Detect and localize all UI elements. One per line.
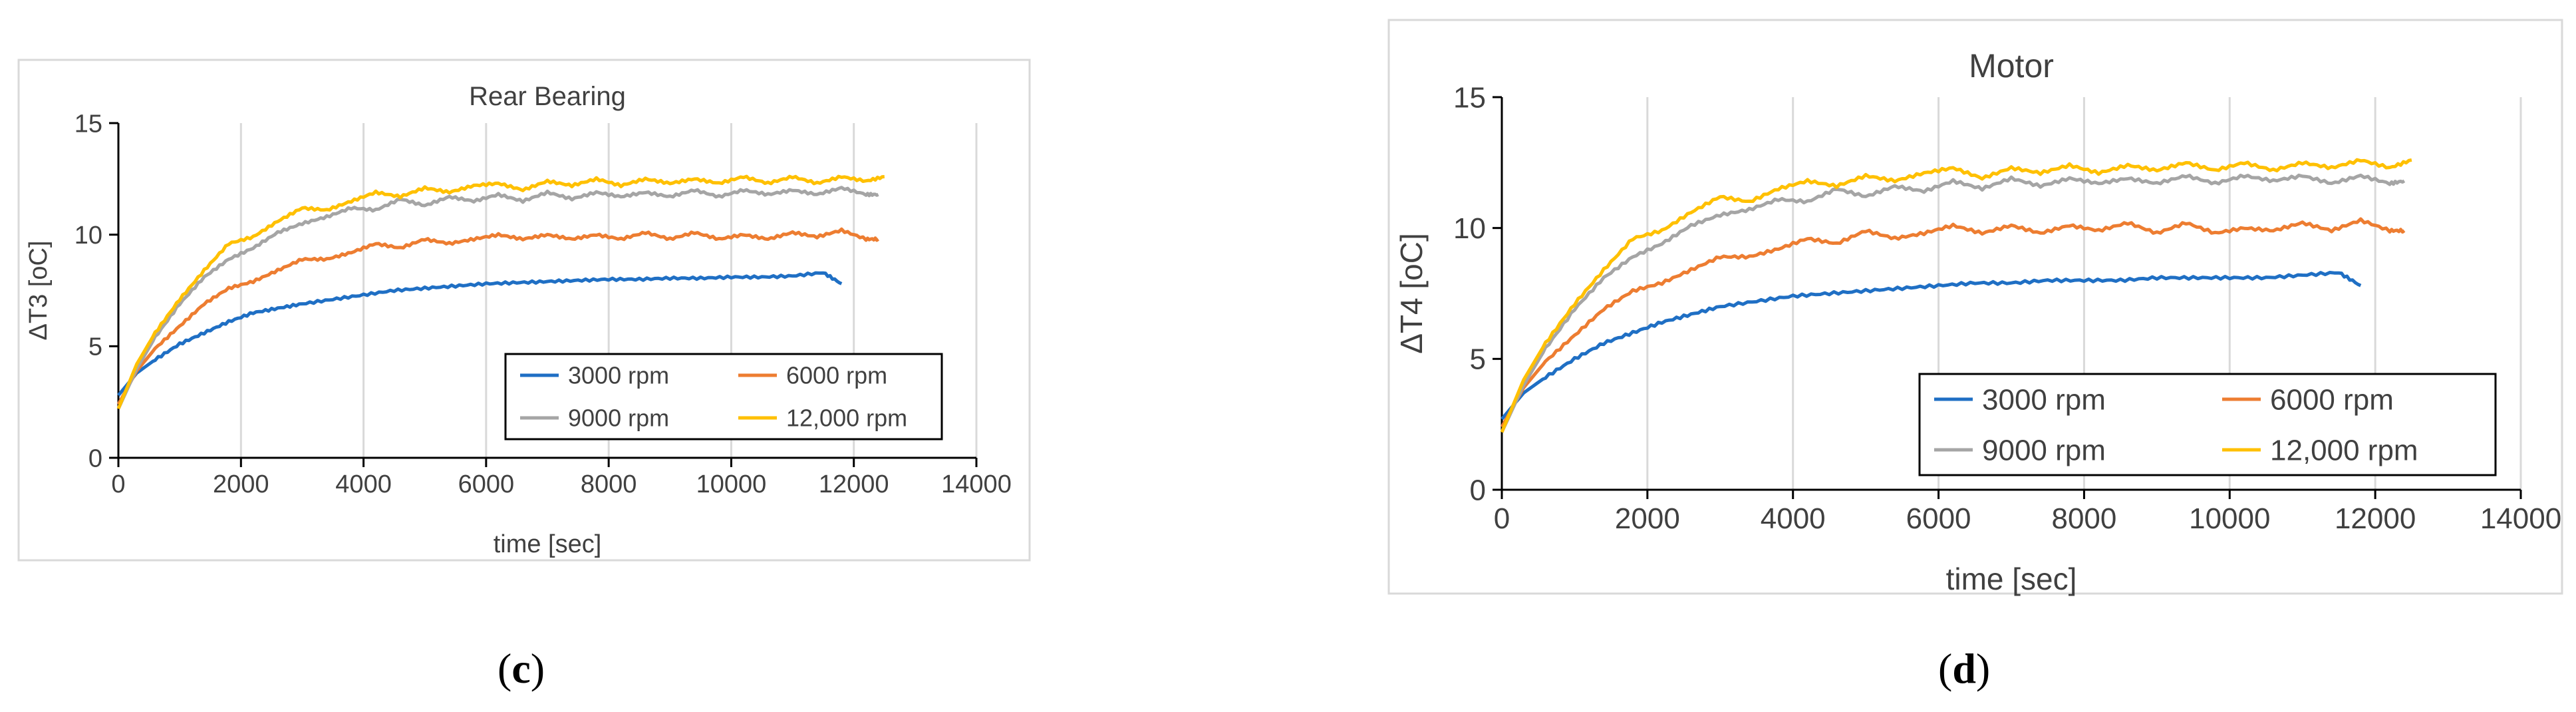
legend-entry: 3000 rpm [1982,383,2106,416]
y-tick-label: 5 [88,333,102,361]
y-tick-label: 0 [88,445,102,472]
series-line-3000rpm [117,271,843,397]
x-tick-label: 8000 [2051,502,2116,535]
legend-box [504,353,943,441]
series-line-9000rpm [116,186,879,410]
x-tick-label: 12000 [2335,502,2416,535]
x-tick-label: 4000 [1761,502,1826,535]
x-tick-label: 14000 [2480,502,2561,535]
x-tick-label: 2000 [1615,502,1680,535]
x-tick-label: 10000 [696,470,767,498]
y-axis-label: ΔT3 [oC] [25,241,53,341]
chart-frame [17,59,1031,562]
panel-label-d-close: ) [1975,645,1991,692]
chart-rear-bearing: Rear Bearing 0 5 10 15 0 2000 4000 6000 8000 10000… [17,59,1031,562]
legend-entry: 9000 rpm [568,405,669,432]
legend-entry: 9000 rpm [1982,434,2106,466]
x-tick-label: 6000 [458,470,515,498]
x-tick-label: 4000 [335,470,392,498]
y-axis-label: ΔT4 [oC] [1394,233,1429,354]
legend-entry: 12,000 rpm [2270,434,2418,466]
x-tick-label: 10000 [2189,502,2270,535]
x-tick-label: 6000 [1906,502,1971,535]
panel-label-d: (d) [1938,644,1990,693]
y-tick-label: 0 [1470,474,1486,506]
legend: 3000 rpm 6000 rpm 9000 rpm 12,000 rpm [504,353,943,441]
series-line-12000rpm [116,174,885,410]
x-tick-label: 14000 [941,470,1012,498]
series-line-3000rpm [1501,271,2362,421]
legend-box [1918,373,2497,476]
chart-frame [1387,19,2563,595]
panel-label-c: (c) [498,644,545,693]
chart-motor: Motor 0 5 10 15 0 2000 4000 6000 8000 10000 12000 14… [1387,19,2563,596]
legend-entry: 3000 rpm [568,362,669,389]
x-tick-label: 8000 [581,470,637,498]
series-line-6000rpm [1500,217,2406,428]
chart-title: Rear Bearing [469,82,626,111]
x-tick-label: 0 [1494,502,1510,535]
legend-entry: 6000 rpm [786,362,887,389]
x-tick-label: 0 [111,470,125,498]
x-tick-label: 2000 [213,470,269,498]
x-axis-label: time [sec] [494,530,602,558]
legend-entry: 12,000 rpm [786,405,907,432]
series-line-9000rpm [1500,173,2406,433]
y-tick-label: 15 [74,110,102,138]
panel-label-c-open: ( [498,645,512,692]
x-tick-label: 12000 [819,470,889,498]
chart-title: Motor [1969,47,2054,85]
panel-label-c-close: ) [530,645,545,692]
panel-label-c-letter: c [511,645,531,692]
panel-label-d-letter: d [1952,645,1976,692]
panel-label-d-open: ( [1938,645,1953,692]
y-tick-label: 5 [1470,343,1486,376]
y-tick-label: 10 [74,222,102,250]
series-line-12000rpm [1500,158,2412,433]
legend-entry: 6000 rpm [2270,383,2394,416]
y-tick-label: 15 [1453,81,1486,114]
legend: 3000 rpm 6000 rpm 9000 rpm 12,000 rpm [1918,373,2497,476]
x-axis-label: time [sec] [1946,562,2077,596]
series-line-6000rpm [116,227,880,405]
y-tick-label: 10 [1453,212,1486,245]
